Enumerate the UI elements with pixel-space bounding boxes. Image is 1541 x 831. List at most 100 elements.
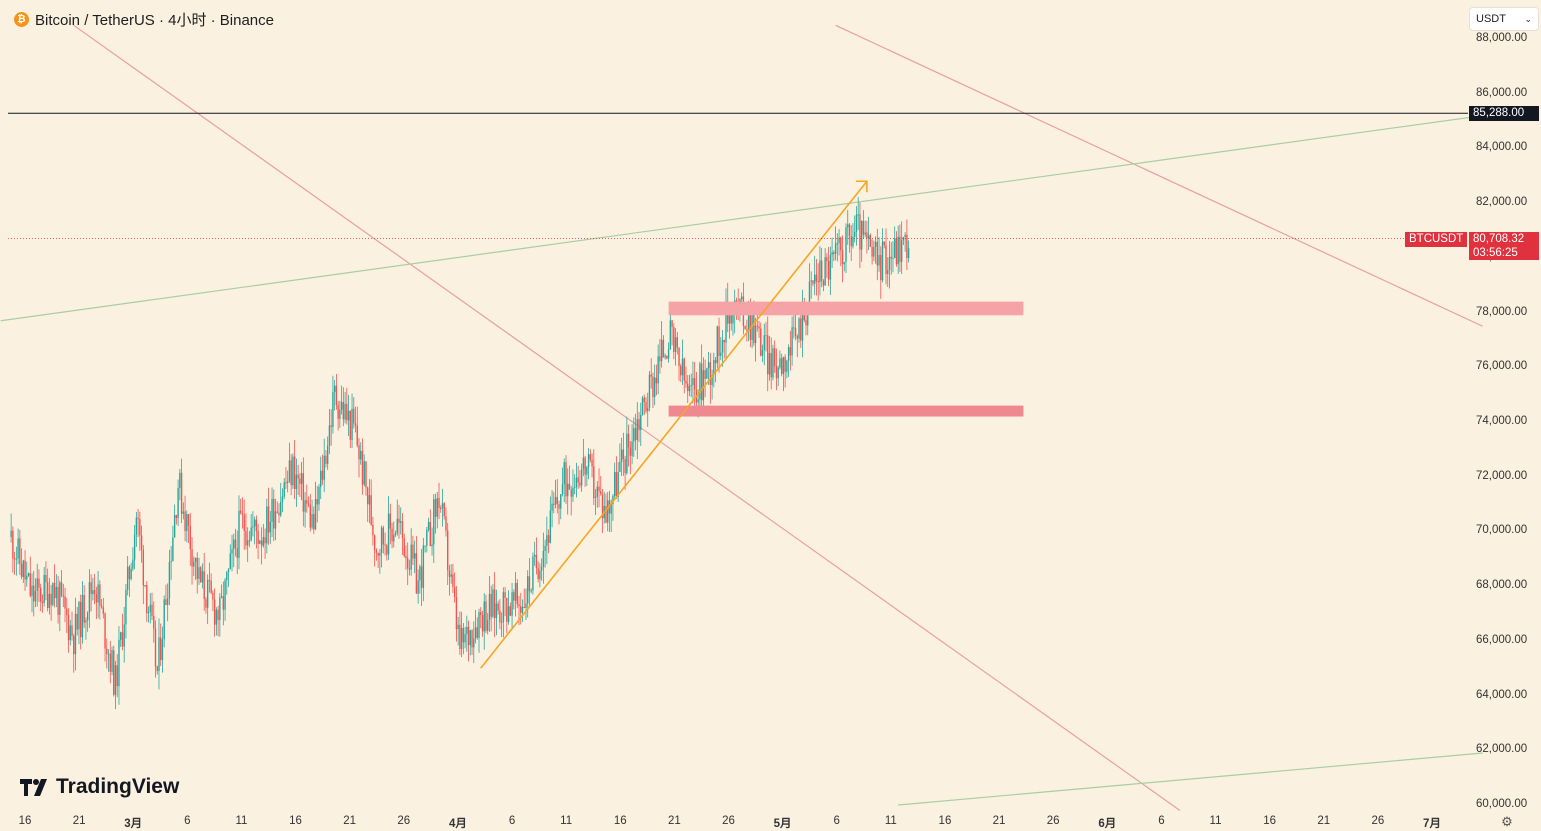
candle-body-171: [307, 503, 310, 505]
candle-body-164: [295, 474, 298, 489]
candle-body-437: [770, 353, 772, 378]
candle-body-360: [636, 419, 638, 441]
candle-body-258: [459, 624, 461, 649]
y-tick-label: 70,000.00: [1476, 524, 1528, 537]
candle-body-431: [760, 328, 762, 356]
candle-body-510: [897, 236, 899, 265]
candle-body-231: [412, 544, 414, 559]
candle-body-42: [83, 594, 85, 623]
candle-body-298: [528, 576, 531, 592]
candle-body-34: [69, 625, 71, 641]
candle-body-449: [791, 327, 793, 356]
candle-body-430: [758, 326, 760, 329]
candle-body-24: [52, 582, 54, 605]
candle-body-448: [789, 347, 792, 356]
candle-body-115: [210, 580, 212, 593]
candle-body-357: [631, 441, 633, 456]
candle-body-126: [229, 553, 231, 570]
candle-body-355: [627, 433, 630, 448]
y-tick-label: 72,000.00: [1476, 469, 1528, 482]
candle-body-165: [297, 474, 299, 479]
candle-body-317: [561, 484, 564, 495]
candle-body-404: [713, 360, 715, 376]
tradingview-logo[interactable]: TradingView: [20, 774, 179, 800]
candle-body-351: [620, 449, 623, 462]
x-tick-label: 26: [1046, 815, 1060, 827]
candle-body-380: [671, 320, 673, 328]
candle-body-465: [819, 260, 821, 283]
candle-body-65: [123, 624, 125, 647]
candle-body-41: [81, 594, 84, 638]
candle-body-490: [862, 220, 865, 235]
candle-body-217: [387, 513, 390, 555]
candle-body-27: [57, 587, 59, 615]
x-tick-label: 11: [884, 815, 897, 827]
candle-body-457: [805, 320, 807, 326]
candle-body-233: [415, 553, 418, 594]
candle-body-376: [664, 355, 666, 358]
candle-body-372: [657, 356, 659, 384]
candle-body-160: [288, 460, 291, 482]
candle-body-0: [10, 530, 12, 537]
candle-body-459: [808, 281, 811, 305]
candle-body-184: [330, 425, 332, 427]
candle-body-337: [596, 486, 598, 497]
candle-body-489: [860, 220, 863, 250]
candle-body-105: [193, 561, 195, 567]
candle-body-183: [328, 425, 331, 446]
candle-body-178: [320, 470, 322, 487]
candle-body-363: [641, 397, 644, 415]
candle-body-268: [476, 627, 478, 638]
candle-body-267: [474, 627, 477, 639]
candle-body-208: [372, 524, 374, 536]
candle-body-435: [767, 335, 769, 375]
candle-body-132: [240, 510, 242, 513]
candle-body-172: [309, 504, 311, 528]
candle-body-495: [871, 246, 873, 257]
candle-body-169: [304, 500, 306, 512]
candle-body-446: [786, 360, 788, 372]
candle-countdown: 03:56:25: [1473, 247, 1518, 259]
candle-body-94: [173, 515, 176, 538]
candle-body-427: [753, 314, 755, 344]
candle-body-475: [836, 243, 839, 245]
currency-value: USDT: [1476, 13, 1506, 25]
candle-body-326: [577, 477, 579, 483]
candle-body-130: [236, 548, 238, 558]
candle-body-516: [907, 248, 910, 258]
candle-body-425: [749, 312, 752, 340]
x-tick-label: 11: [1209, 815, 1222, 827]
candle-body-108: [198, 567, 200, 579]
candle-body-289: [513, 592, 515, 601]
candle-body-443: [780, 358, 783, 375]
candle-body-221: [394, 533, 397, 535]
candle-body-402: [709, 362, 712, 385]
candle-body-440: [775, 366, 778, 379]
candle-body-436: [768, 353, 771, 375]
candle-body-146: [264, 537, 266, 544]
candle-body-303: [537, 568, 539, 580]
candle-body-138: [250, 527, 252, 541]
candle-body-444: [782, 356, 785, 375]
candle-body-48: [93, 590, 96, 595]
candle-body-306: [542, 550, 545, 568]
gear-icon[interactable]: ⚙: [1501, 814, 1513, 829]
candle-body-482: [848, 224, 851, 237]
candle-body-133: [241, 512, 244, 515]
candle-body-44: [86, 612, 89, 621]
candle-body-137: [248, 540, 251, 542]
candle-body-72: [135, 517, 138, 535]
candle-body-312: [553, 503, 555, 505]
candle-body-148: [267, 506, 270, 533]
candle-body-57: [109, 653, 111, 672]
candle-body-241: [429, 521, 432, 547]
candle-body-213: [380, 527, 383, 554]
currency-dropdown[interactable]: USDT ⌄: [1470, 8, 1538, 30]
y-tick-label: 60,000.00: [1476, 798, 1528, 810]
candle-body-116: [212, 592, 214, 600]
candle-body-301: [533, 554, 536, 557]
candle-body-350: [619, 461, 621, 472]
candle-body-203: [363, 461, 365, 485]
